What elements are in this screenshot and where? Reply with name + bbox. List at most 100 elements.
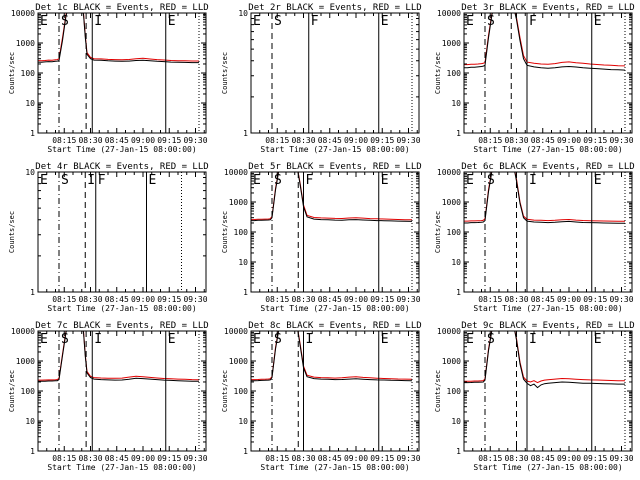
plot-frame (250, 171, 420, 293)
panel-title: Det 1c BLACK = Events, RED = LLD (35, 3, 208, 13)
x-tick-label: 09:00 (344, 136, 368, 145)
y-tick-label: 1 (30, 447, 35, 456)
x-tick-label: 08:15 (52, 295, 76, 304)
x-tick-label: 08:30 (78, 136, 102, 145)
series-line-events (464, 331, 625, 389)
time-marker-label: I (306, 332, 314, 347)
x-tick-label: 08:45 (531, 295, 555, 304)
y-tick-label: 10000 (224, 168, 248, 177)
x-tick-label: 08:45 (531, 136, 555, 145)
time-marker-label: I (529, 173, 537, 188)
y-axis-label: Counts/sec (221, 370, 229, 412)
x-tick-label: 09:30 (396, 295, 420, 304)
y-tick-label: 10000 (437, 9, 461, 18)
y-tick-label: 10 (238, 258, 248, 267)
y-tick-label: 1000 (442, 357, 461, 366)
y-tick-label: 1000 (16, 357, 35, 366)
time-marker-label: I (94, 14, 102, 29)
panel-title: Det 7c BLACK = Events, RED = LLD (35, 321, 208, 331)
time-marker-label: E (253, 14, 261, 29)
x-tick-label: 09:15 (157, 136, 181, 145)
y-tick-label: 1 (30, 288, 35, 297)
x-tick-label: 08:45 (318, 295, 342, 304)
time-marker-label: F (529, 14, 537, 29)
y-tick-label: 1 (456, 129, 461, 138)
x-axis-label: Start Time (27-Jan-15 08:00:00) (260, 463, 409, 472)
y-tick-label: 10 (238, 9, 248, 18)
x-axis-label: Start Time (27-Jan-15 08:00:00) (47, 463, 196, 472)
series-line-lld (38, 331, 200, 381)
y-tick-label: 10 (25, 168, 35, 177)
y-tick-label: 10000 (11, 327, 35, 336)
x-tick-label: 09:30 (609, 136, 633, 145)
x-tick-label: 09:30 (396, 136, 420, 145)
x-tick-label: 09:15 (583, 454, 607, 463)
y-tick-label: 100 (447, 387, 462, 396)
time-marker-label: S (61, 332, 69, 347)
y-tick-label: 10 (451, 99, 461, 108)
x-tick-label: 09:00 (344, 454, 368, 463)
time-marker-label: E (594, 173, 602, 188)
time-marker-label: E (466, 14, 474, 29)
time-marker-label: E (594, 332, 602, 347)
x-tick-label: 08:30 (291, 454, 315, 463)
y-tick-label: 100 (447, 228, 462, 237)
y-tick-label: 10000 (11, 9, 35, 18)
time-marker-label: E (40, 173, 48, 188)
time-marker-label: E (466, 173, 474, 188)
x-axis-label: Start Time (27-Jan-15 08:00:00) (473, 304, 622, 313)
time-marker-label: E (381, 173, 389, 188)
y-tick-label: 1 (30, 129, 35, 138)
time-marker-label: S (274, 332, 282, 347)
time-marker-label: F (311, 14, 319, 29)
x-tick-label: 08:30 (504, 136, 528, 145)
y-tick-label: 1 (243, 288, 248, 297)
x-axis-label: Start Time (27-Jan-15 08:00:00) (47, 145, 196, 154)
x-tick-label: 08:30 (78, 295, 102, 304)
x-tick-label: 09:00 (557, 454, 581, 463)
y-tick-label: 10 (25, 417, 35, 426)
y-tick-label: 10000 (437, 168, 461, 177)
time-marker-label: E (40, 332, 48, 347)
time-marker-label: E (168, 332, 176, 347)
x-tick-label: 08:15 (478, 454, 502, 463)
x-tick-label: 08:45 (318, 454, 342, 463)
x-tick-label: 08:15 (52, 136, 76, 145)
y-tick-label: 1000 (229, 198, 248, 207)
y-tick-label: 1000 (16, 39, 35, 48)
x-tick-label: 09:00 (131, 454, 155, 463)
panel-title: Det 6c BLACK = Events, RED = LLD (461, 162, 634, 172)
time-marker-label: I (94, 332, 102, 347)
panel-title: Det 3r BLACK = Events, RED = LLD (461, 3, 634, 13)
x-axis-label: Start Time (27-Jan-15 08:00:00) (260, 145, 409, 154)
y-axis-label: Counts/sec (8, 211, 16, 253)
series-line-events (38, 13, 199, 64)
time-marker-label: S (274, 173, 282, 188)
series-line-lld (38, 13, 199, 62)
panel-title: Det 2r BLACK = Events, RED = LLD (248, 3, 421, 13)
x-tick-label: 08:30 (291, 136, 315, 145)
x-tick-label: 09:15 (370, 136, 394, 145)
time-marker-label: E (381, 332, 389, 347)
y-axis-label: Counts/sec (434, 52, 442, 94)
series-line-events (38, 331, 200, 382)
panel-title: Det 5r BLACK = Events, RED = LLD (248, 162, 421, 172)
panel-title: Det 9c BLACK = Events, RED = LLD (461, 321, 634, 331)
time-marker-label: S (487, 173, 495, 188)
series-line-events (464, 172, 625, 224)
x-tick-label: 09:00 (131, 136, 155, 145)
plot-frame (250, 330, 420, 452)
y-axis-label: Counts/sec (221, 211, 229, 253)
x-tick-label: 09:00 (344, 295, 368, 304)
series-line-events (464, 13, 626, 71)
x-tick-label: 08:30 (504, 454, 528, 463)
x-tick-label: 09:00 (557, 295, 581, 304)
y-axis-label: Counts/sec (434, 370, 442, 412)
x-tick-label: 08:45 (105, 295, 129, 304)
